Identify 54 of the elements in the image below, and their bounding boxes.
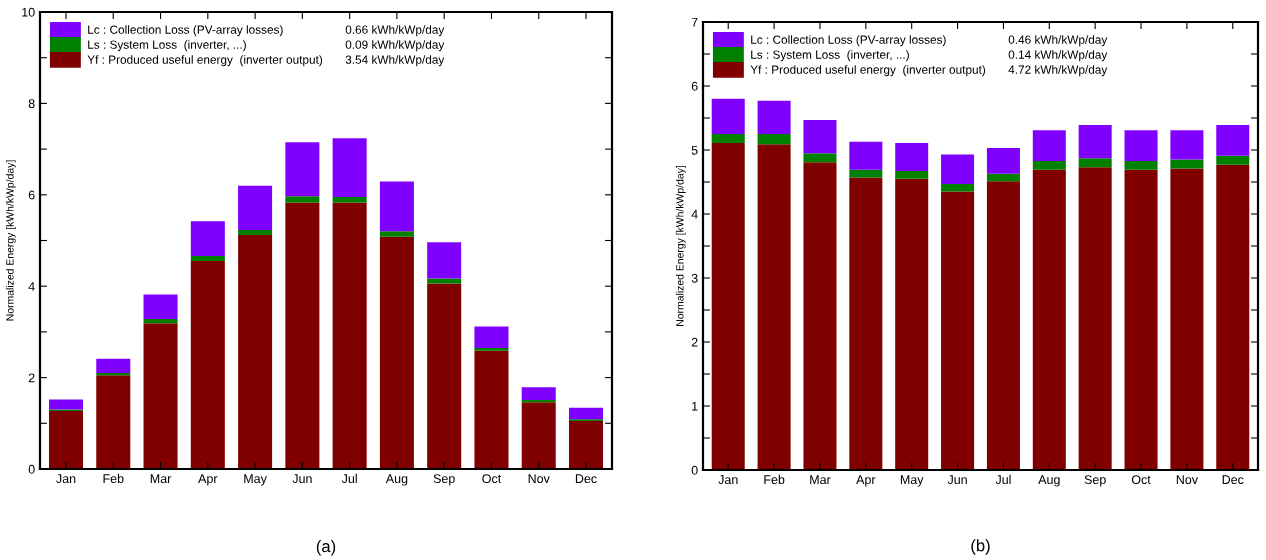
legend-label: Lc : Collection Loss (PV-array losses) xyxy=(751,35,946,47)
annotation: 3.54 kWh/kWp/day xyxy=(345,55,445,67)
y-tick-label: 10 xyxy=(22,7,35,17)
x-tick-label: May xyxy=(900,475,924,487)
y-tick-label: 6 xyxy=(28,190,35,200)
x-tick-label: Nov xyxy=(1176,475,1198,485)
y-tick-label: 6 xyxy=(691,81,698,91)
x-tick-label: Jul xyxy=(341,473,357,484)
y-axis-title: Normalized Energy [kWh/kWp/day] xyxy=(675,165,686,326)
annotation: 0.46 kWh/kWp/day xyxy=(1008,35,1108,47)
x-tick-label: May xyxy=(244,474,267,486)
x-tick-label: Sep xyxy=(1084,475,1106,487)
legend-label: Ls : System Loss (inverter, ...) xyxy=(88,40,246,52)
y-tick-label: 8 xyxy=(28,99,35,109)
y-tick-label: 7 xyxy=(691,17,698,27)
y-tick-label: 0 xyxy=(28,464,35,474)
legend-label: Yf : Produced useful energy (inverter output) xyxy=(750,65,986,77)
x-tick-label: Apr xyxy=(856,475,876,487)
x-tick-label: Jun xyxy=(292,474,312,484)
y-tick-label: 4 xyxy=(28,282,35,291)
x-tick-label: Apr xyxy=(198,474,218,486)
x-tick-label: Mar xyxy=(150,474,172,484)
legend-label: Yf : Produced useful energy (inverter output) xyxy=(87,55,323,67)
x-tick-label: Nov xyxy=(528,474,550,484)
annotation: 0.09 kWh/kWp/day xyxy=(345,40,445,52)
y-tick-label: 5 xyxy=(691,145,698,155)
x-tick-label: Mar xyxy=(810,475,831,485)
x-tick-label: Dec xyxy=(575,474,597,484)
x-tick-label: Jan xyxy=(718,475,738,485)
x-tick-label: Aug xyxy=(385,474,408,486)
x-tick-label: Dec xyxy=(1222,475,1244,485)
text: (a) xyxy=(316,539,336,556)
legend-label: Lc : Collection Loss (PV-array losses) xyxy=(88,25,283,37)
x-tick-label: Feb xyxy=(103,473,124,484)
y-tick-label: 0 xyxy=(691,465,698,475)
x-tick-label: Oct xyxy=(1131,475,1151,485)
x-tick-label: Oct xyxy=(482,474,502,484)
y-tick-label: 2 xyxy=(691,337,698,347)
annotation: 0.66 kWh/kWp/day xyxy=(345,25,445,37)
x-tick-label: Aug xyxy=(1038,475,1060,487)
annotation: 4.72 kWh/kWp/day xyxy=(1008,65,1108,77)
text: (b) xyxy=(971,539,990,555)
x-tick-label: Feb xyxy=(764,474,785,485)
legend-label: Ls : System Loss (inverter, ...) xyxy=(751,50,909,62)
x-tick-label: Jul xyxy=(995,474,1011,485)
x-tick-label: Jun xyxy=(947,475,967,485)
annotation: 0.14 kWh/kWp/day xyxy=(1008,50,1108,62)
y-axis-title: Normalized Energy [kWh/kWp/day] xyxy=(5,160,16,321)
x-tick-label: Jan xyxy=(56,474,76,484)
x-tick-label: Sep xyxy=(433,474,455,486)
y-tick-label: 3 xyxy=(691,273,698,283)
y-tick-label: 1 xyxy=(692,401,698,411)
y-tick-label: 2 xyxy=(28,373,35,383)
y-tick-label: 4 xyxy=(691,209,698,219)
